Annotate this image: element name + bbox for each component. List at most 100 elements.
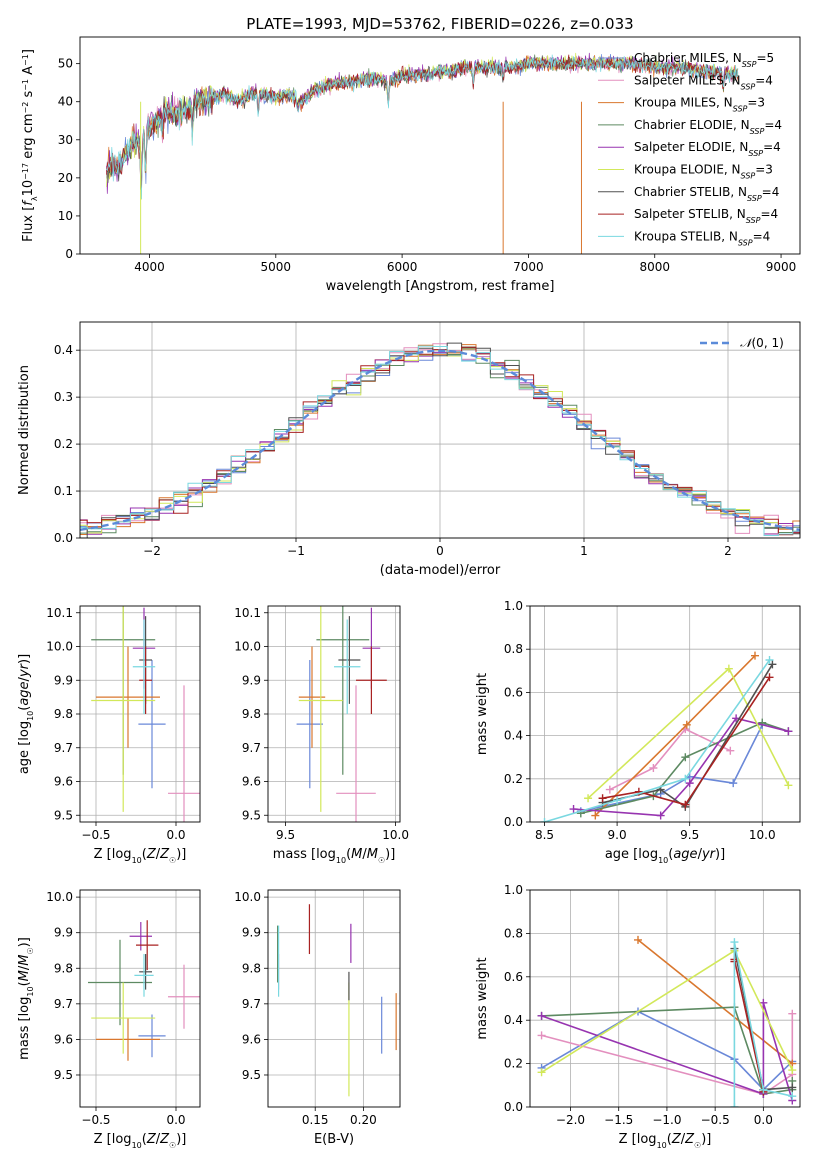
y-tick-label: 9.6 [242, 775, 261, 789]
x-tick-label: −1.5 [604, 1113, 633, 1127]
weight-point-marker [730, 938, 739, 947]
legend-label-part: SSP [741, 82, 756, 91]
histogram-steps [80, 345, 800, 536]
weight-point-marker [685, 779, 694, 788]
x-axis-label: age [log10(age/yr)] [605, 847, 725, 865]
y-axis-label: mass weight [475, 957, 490, 1039]
weight-point-marker [788, 1083, 797, 1092]
x-axis-label: wavelength [Angstrom, rest frame] [326, 279, 555, 294]
y-axis-label-part: ] [21, 49, 36, 54]
y-tick-label: 10.0 [234, 890, 261, 904]
legend-label-part: =4 [755, 73, 773, 87]
legend-label-part: Salpeter STELIB, N [634, 207, 746, 221]
y-axis-label-part: −17 [21, 163, 30, 180]
y-tick-label: 9.5 [242, 1068, 261, 1082]
grid-age-vs-mass [268, 606, 400, 822]
y-tick-label: 10.0 [234, 640, 261, 654]
plot-area-mass-vs-EBV [277, 904, 397, 1097]
y-axis-label-part: −1 [21, 54, 30, 66]
y-tick-label: 0.4 [504, 729, 523, 743]
y-tick-label: 9.8 [242, 707, 261, 721]
legend-label: Salpeter STELIB, NSSP=4 [634, 207, 778, 225]
y-tick-label: 0.0 [504, 1100, 523, 1114]
x-axis-label-part: )] [176, 847, 186, 862]
x-tick-label: 0 [436, 544, 444, 558]
panel-age-vs-Z: −0.5 0.09.59.69.79.89.910.010.1Z [log10(Z… [17, 605, 201, 865]
x-axis-label-part: Z [146, 1132, 157, 1147]
weight-point-marker [751, 651, 759, 660]
weight-point-marker [730, 1103, 739, 1107]
legend-label-part: Kroupa STELIB, N [634, 229, 738, 243]
y-tick-label: 9.9 [54, 673, 73, 687]
weight-point-marker [681, 800, 690, 809]
x-axis-label-part: ( [142, 1132, 147, 1147]
weight-point-marker [729, 779, 738, 788]
figure-title: PLATE=1993, MJD=53762, FIBERID=0226, z=0… [246, 15, 633, 33]
weight-point-marker [569, 805, 578, 814]
weight-point-marker [634, 935, 642, 944]
x-axis-label-part: age [log [605, 847, 658, 862]
y-tick-label: 10.1 [234, 606, 261, 620]
y-tick-label: 10.1 [46, 606, 73, 620]
grid-mass-vs-EBV [268, 890, 400, 1107]
y-tick-label: 0.0 [54, 531, 73, 545]
legend-label-part: SSP [733, 104, 748, 113]
x-axis-label-part: M [367, 847, 378, 862]
x-tick-label: 10.0 [382, 828, 409, 842]
x-axis-label: Z [log10(Z/Z☉)] [94, 1132, 187, 1150]
legend-label: Kroupa ELODIE, NSSP=3 [634, 163, 773, 181]
weight-point-marker [537, 1011, 546, 1020]
x-tick-label: −1 [287, 544, 305, 558]
x-axis-label-part: yr [701, 847, 717, 862]
plot-area-residuals [80, 342, 800, 538]
x-tick-label: 7000 [513, 260, 544, 274]
x-axis-label: (data-model)/error [380, 563, 501, 578]
legend-label-part: =4 [764, 118, 782, 132]
panel-mass-vs-Z: −0.5 0.09.59.69.79.89.910.0Z [log10(Z/Z☉)… [17, 889, 201, 1150]
x-axis-label-part: Z [log [94, 1132, 132, 1147]
weight-line [541, 1002, 794, 1101]
legend-label-part: =4 [763, 140, 781, 154]
x-axis-label-part: / [156, 847, 161, 862]
y-axis-label: mass [log10(M/M☉)] [17, 937, 35, 1060]
legend-label-part: Salpeter ELODIE, N [634, 140, 748, 154]
y-axis-label: Normed distribution [17, 365, 32, 495]
legend-label: 𝒩(0, 1) [740, 336, 784, 350]
x-axis-label-part: Z [146, 847, 157, 862]
y-axis-label-part: −2 [21, 102, 30, 114]
y-axis-label-part: yr [17, 662, 32, 678]
y-tick-label: 30 [58, 133, 73, 147]
y-tick-label: 0.1 [54, 484, 73, 498]
axes-frame [267, 889, 401, 1108]
x-axis-label-part: 10 [336, 856, 346, 865]
panel-spectrum: 4000 5000 6000 7000 8000 9000 0 10 20 30 40 50 wavel… [21, 36, 801, 294]
weight-line [637, 939, 793, 1065]
y-axis-label-part: 10 [21, 180, 36, 197]
legend-label-part: Chabrier ELODIE, N [634, 118, 750, 132]
y-axis-label-part: s [21, 91, 36, 102]
x-axis-label-part: / [681, 1132, 686, 1147]
legend-label-part: SSP [738, 238, 753, 247]
y-axis-label: age [log10(age/yr)] [17, 654, 35, 774]
legend-label-part: =5 [756, 51, 774, 65]
legend-label-part: 𝒩 [740, 336, 755, 350]
plot-area-spectrum [106, 52, 739, 254]
y-axis-label-part: age [17, 681, 32, 705]
axes-frame [79, 36, 801, 255]
legend-label-part: =3 [747, 96, 765, 110]
x-axis-label-part: Z [684, 1132, 695, 1147]
panel-weight-vs-Z: −2.0 −1.5 −1.0 −0.5 0.0 0.0 0.2 0.4 0.6 0.8 1.0 Z [… [475, 883, 801, 1150]
y-tick-label: 0.4 [54, 343, 73, 357]
y-axis-label: Flux [fλ10−17 erg cm−2 s−1 A−1] [21, 49, 39, 242]
x-axis-label-part: ( [346, 847, 351, 862]
x-axis-label-part: ( [668, 847, 673, 862]
legend-label-part: SSP [741, 171, 756, 180]
y-tick-label: 9.8 [54, 707, 73, 721]
x-tick-label: 1 [580, 544, 588, 558]
x-tick-label: 0.20 [350, 1113, 377, 1127]
legend-label-part: SSP [747, 193, 762, 202]
x-axis-label: Z [log10(Z/Z☉)] [94, 847, 187, 865]
x-axis-label: mass [log10(M/M☉)] [273, 847, 396, 865]
weight-point-marker [765, 656, 774, 664]
axes-frame [529, 889, 801, 1108]
